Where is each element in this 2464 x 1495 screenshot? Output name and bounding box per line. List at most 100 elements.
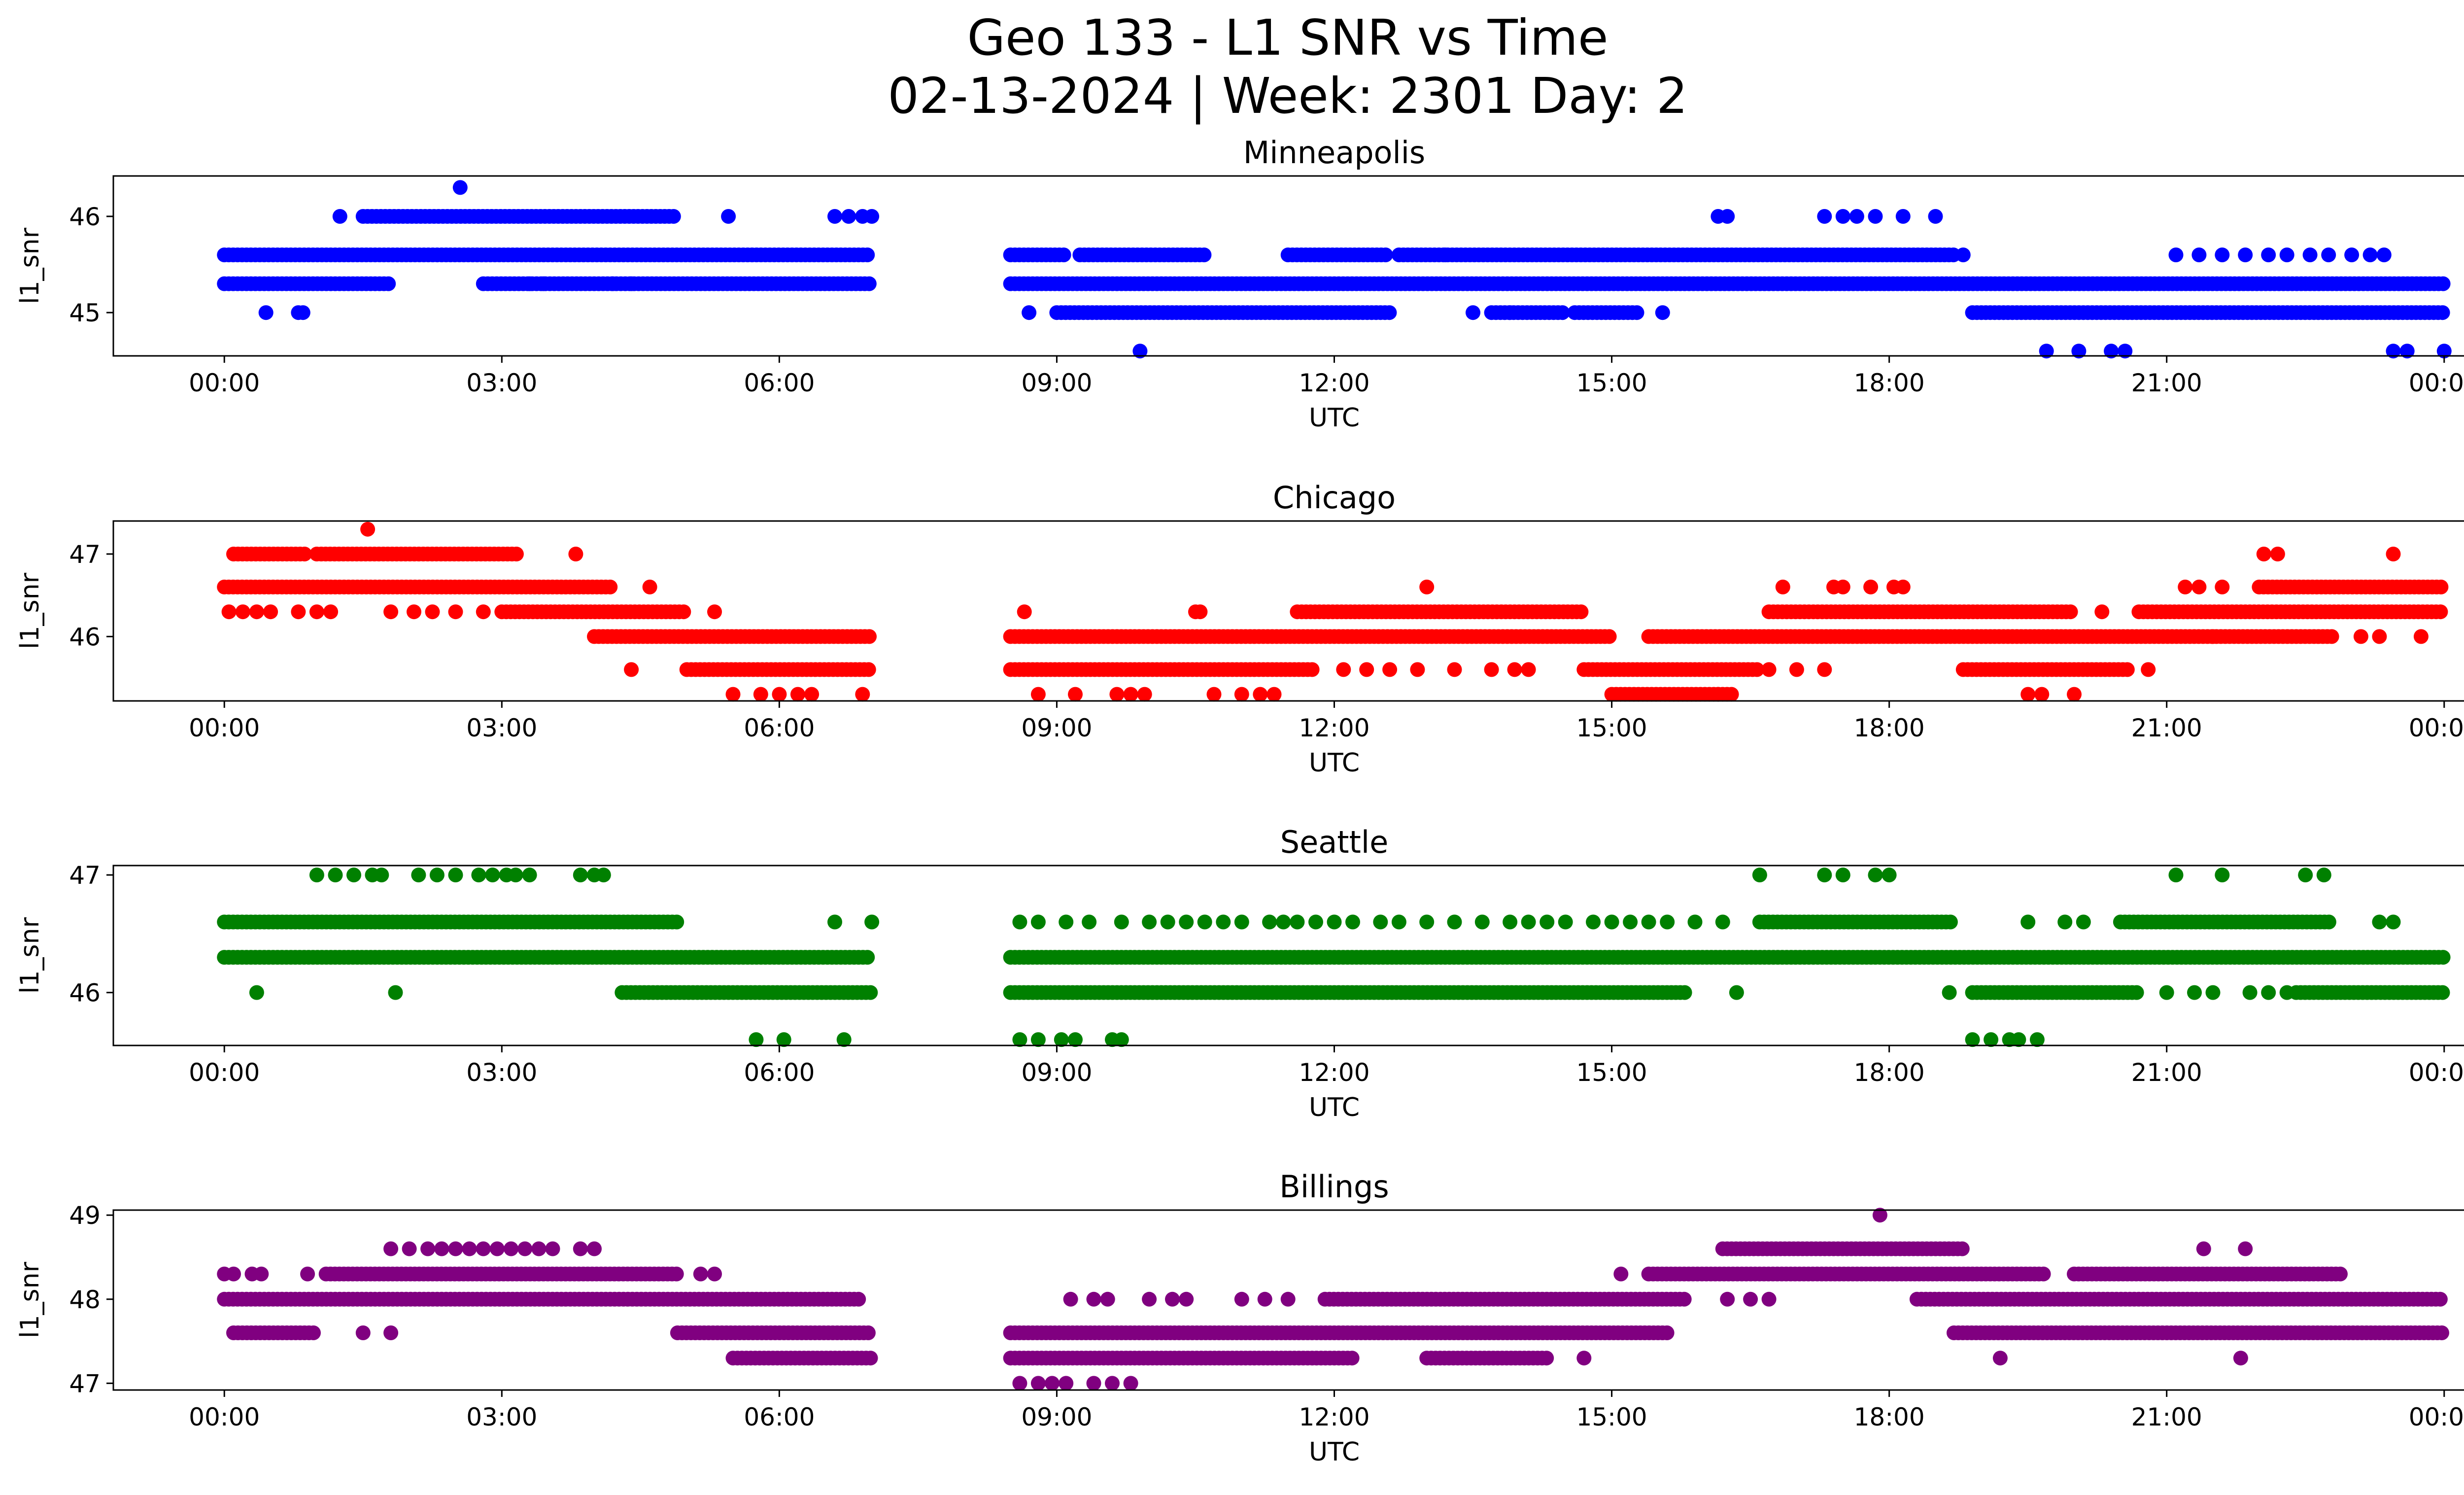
data-point (448, 1241, 463, 1256)
data-point (1068, 687, 1083, 702)
data-point (2302, 247, 2318, 263)
data-point (676, 604, 691, 620)
data-point (2129, 985, 2144, 1000)
data-point (328, 868, 343, 883)
data-point (864, 914, 880, 930)
x-tick-label: 15:00 (1576, 369, 1647, 397)
data-point (1574, 604, 1589, 620)
chart-panel-minneapolis: Minneapolis 00:00 03:00 06:00 09:00 12:00 15:0… (15, 135, 2464, 433)
data-point (693, 1266, 708, 1282)
data-point (603, 579, 618, 594)
data-point (1142, 914, 1157, 930)
x-tick-label: 18:00 (1854, 1403, 1925, 1431)
data-point (2261, 985, 2276, 1000)
data-point (2279, 247, 2294, 263)
data-point (1521, 662, 1536, 677)
data-point (860, 1325, 876, 1340)
data-point (2191, 247, 2207, 263)
x-tick-label: 00:00 (2409, 1058, 2464, 1087)
data-point (1012, 1376, 1027, 1391)
data-point (1466, 305, 1480, 320)
data-point (1068, 1032, 1083, 1047)
data-point (2094, 604, 2110, 620)
data-point (1868, 209, 1883, 224)
data-point (1234, 1291, 1249, 1307)
data-point (1955, 247, 1971, 263)
data-point (1724, 687, 1739, 702)
figure-title-line2: 02-13-2024 | Week: 2301 Day: 2 (888, 67, 1688, 125)
x-tick-label: 00:00 (2409, 1403, 2464, 1431)
data-point (476, 604, 491, 620)
chart-title: Minneapolis (1243, 135, 1426, 171)
data-point (2029, 1032, 2045, 1047)
x-tick-label: 00:00 (2409, 714, 2464, 742)
data-point (2034, 687, 2050, 702)
data-point (1359, 662, 1374, 677)
x-tick-label: 21:00 (2131, 1403, 2202, 1431)
data-point (707, 1266, 722, 1282)
data-point (2399, 344, 2415, 359)
data-point (1030, 1032, 1046, 1047)
y-tick-label: 45 (69, 299, 101, 327)
data-point (1474, 914, 1490, 930)
data-point (2321, 914, 2336, 930)
data-point (2076, 914, 2091, 930)
data-point (2344, 247, 2360, 263)
data-point (1123, 687, 1138, 702)
data-point (1308, 914, 1323, 930)
data-point (309, 604, 324, 620)
data-point (2238, 247, 2253, 263)
data-point (2432, 1291, 2448, 1307)
data-point (1063, 1291, 1078, 1307)
data-point (2168, 868, 2184, 883)
data-point (1965, 1032, 1980, 1047)
x-tick-label: 00:00 (189, 714, 260, 742)
data-point (504, 1241, 519, 1256)
y-tick-label: 46 (69, 203, 101, 231)
data-point (2433, 579, 2449, 594)
data-point (1257, 1291, 1272, 1307)
y-axis-label: l1_snr (15, 1261, 45, 1338)
data-point (2413, 629, 2429, 644)
data-point (448, 604, 463, 620)
data-point (1132, 344, 1148, 359)
x-tick-label: 21:00 (2131, 714, 2202, 742)
data-point (772, 687, 787, 702)
data-point (1558, 914, 1573, 930)
data-point (1503, 914, 1518, 930)
data-point (2435, 276, 2451, 291)
chart-title: Chicago (1273, 480, 1396, 516)
data-point (1336, 662, 1351, 677)
x-tick-label: 21:00 (2131, 1058, 2202, 1087)
data-series (217, 522, 2449, 702)
data-point (226, 1266, 241, 1282)
data-point (1059, 1376, 1074, 1391)
x-tick-label: 18:00 (1854, 1058, 1925, 1087)
data-point (1687, 914, 1703, 930)
data-point (1761, 1291, 1777, 1307)
data-point (1114, 1032, 1129, 1047)
x-tick-label: 03:00 (466, 1403, 537, 1431)
data-point (309, 868, 324, 883)
data-point (360, 522, 376, 537)
data-point (2436, 344, 2452, 359)
data-point (1817, 662, 1832, 677)
data-point (1882, 868, 1897, 883)
data-point (1677, 985, 1692, 1000)
data-point (1262, 914, 1277, 930)
data-point (1056, 247, 1071, 263)
data-point (1276, 914, 1291, 930)
data-point (2372, 914, 2387, 930)
data-point (2362, 247, 2378, 263)
data-point (1677, 1291, 1692, 1307)
data-point (2215, 579, 2230, 594)
data-point (1082, 914, 1097, 930)
data-point (2036, 1266, 2051, 1282)
data-point (1943, 914, 1958, 930)
data-point (2261, 247, 2276, 263)
data-point (1447, 662, 1462, 677)
data-point (1234, 914, 1249, 930)
figure-title-line1: Geo 133 - L1 SNR vs Time (967, 9, 1608, 67)
data-point (1484, 662, 1499, 677)
data-point (531, 1241, 547, 1256)
